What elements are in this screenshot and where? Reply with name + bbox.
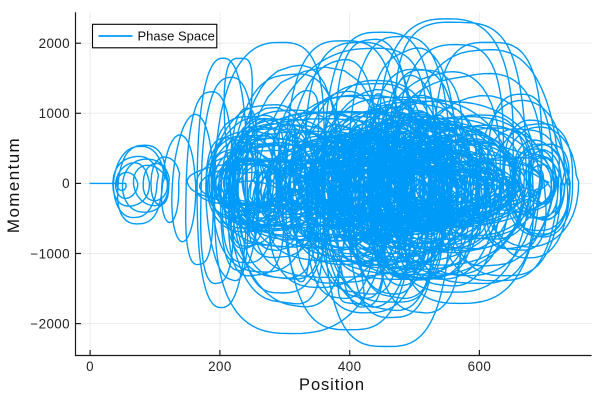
svg-text:−1000: −1000 bbox=[30, 246, 70, 261]
svg-text:Momentum: Momentum bbox=[4, 137, 23, 233]
svg-text:1000: 1000 bbox=[39, 106, 70, 121]
svg-text:Phase Space: Phase Space bbox=[138, 29, 215, 44]
svg-text:0: 0 bbox=[62, 176, 70, 191]
svg-text:−2000: −2000 bbox=[30, 316, 70, 331]
svg-text:0: 0 bbox=[86, 359, 94, 374]
svg-text:400: 400 bbox=[338, 359, 362, 374]
svg-text:Position: Position bbox=[299, 376, 365, 394]
svg-text:600: 600 bbox=[468, 359, 492, 374]
svg-text:2000: 2000 bbox=[39, 36, 70, 51]
svg-text:200: 200 bbox=[208, 359, 232, 374]
